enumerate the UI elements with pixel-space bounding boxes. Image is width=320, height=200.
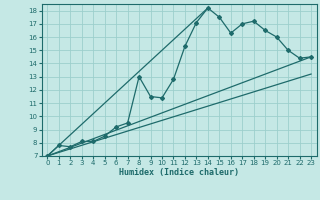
X-axis label: Humidex (Indice chaleur): Humidex (Indice chaleur) bbox=[119, 168, 239, 177]
